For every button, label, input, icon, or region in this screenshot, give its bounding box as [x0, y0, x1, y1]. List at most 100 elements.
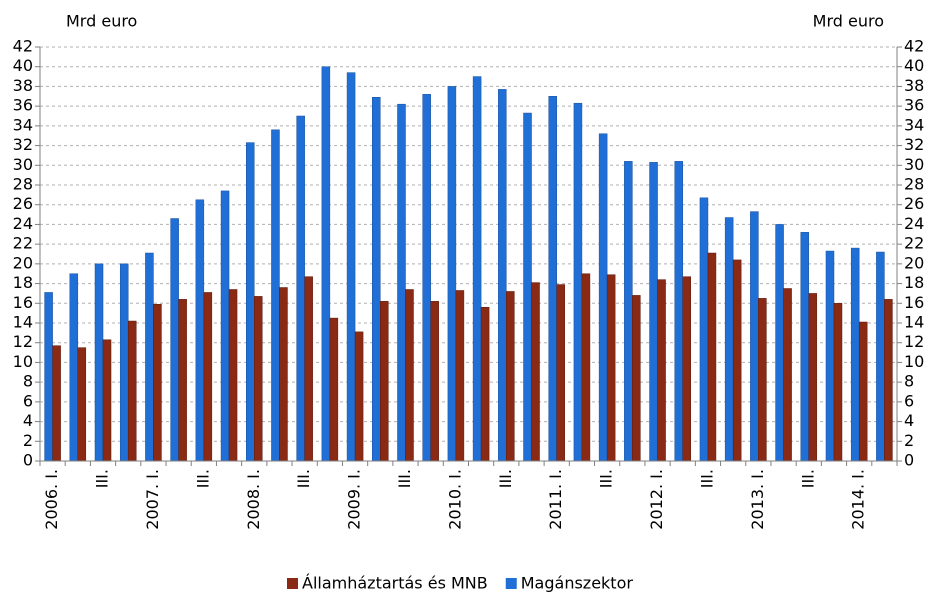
bar: [145, 252, 154, 462]
y2-tick-label: 36: [904, 96, 924, 115]
y2-tick-label: 22: [904, 234, 924, 253]
y2-tick-label: 10: [904, 352, 924, 371]
bar: [380, 301, 389, 462]
x-tick-label: 2010. I.: [445, 469, 464, 530]
y-tick-label: 32: [13, 135, 33, 154]
bar: [69, 273, 79, 462]
y2-tick-label: 4: [904, 411, 914, 430]
bar: [372, 97, 381, 462]
bar: [321, 66, 331, 462]
bar: [556, 284, 565, 462]
y-tick-label: 38: [13, 76, 33, 95]
x-tick-label: 2011. I.: [546, 469, 565, 530]
bar: [573, 102, 583, 462]
bar: [246, 142, 255, 462]
y-tick-label: 40: [13, 56, 33, 75]
bar: [430, 301, 439, 462]
y-tick-label: 36: [13, 96, 33, 115]
bar: [127, 320, 137, 462]
y2-tick-label: 18: [904, 273, 924, 292]
bar: [203, 292, 213, 462]
y2-tick-label: 42: [904, 37, 924, 56]
y-tick-label: 22: [13, 234, 33, 253]
bar: [724, 217, 734, 462]
y-tick-label: 20: [13, 253, 33, 272]
x-tick-label: III.: [798, 469, 817, 488]
y-tick-label: 24: [13, 214, 33, 233]
bar: [220, 190, 230, 462]
bar: [178, 299, 187, 462]
legend-label: Magánszektor: [521, 574, 634, 593]
bar: [775, 224, 784, 462]
x-tick-label: III.: [597, 469, 616, 488]
bar: [581, 273, 591, 462]
bar: [346, 72, 356, 462]
y-tick-label: 10: [13, 352, 33, 371]
bar: [750, 211, 759, 462]
y2-tick-label: 14: [904, 313, 924, 332]
x-tick-label: III.: [193, 469, 212, 488]
bar: [153, 304, 162, 462]
bar: [876, 251, 885, 462]
bar: [228, 289, 238, 462]
y2-tick-label: 26: [904, 194, 924, 213]
bar: [850, 247, 860, 462]
y-tick-label: 4: [23, 411, 33, 430]
bar: [102, 339, 112, 462]
bar: [800, 232, 810, 462]
bar: [732, 259, 742, 462]
y-tick-label: 28: [13, 175, 33, 194]
y-tick-label: 30: [13, 155, 33, 174]
y2-tick-label: 30: [904, 155, 924, 174]
bar: [624, 161, 633, 462]
bar: [329, 317, 339, 462]
legend-label: Államháztartás és MNB: [302, 574, 488, 593]
x-tick-label: III.: [294, 469, 313, 488]
y-tick-label: 34: [13, 115, 33, 134]
x-tick-label: III.: [496, 469, 515, 488]
y2-tick-label: 28: [904, 175, 924, 194]
y2-tick-label: 32: [904, 135, 924, 154]
bar: [531, 282, 540, 462]
legend-swatch: [505, 578, 517, 589]
y2-tick-label: 16: [904, 293, 924, 312]
y2-tick-label: 38: [904, 76, 924, 95]
bar: [707, 252, 717, 462]
x-tick-label: III.: [93, 469, 112, 488]
y-unit-right: Mrd euro: [813, 12, 884, 31]
bar: [52, 345, 61, 462]
y2-tick-label: 34: [904, 115, 924, 134]
bar: [271, 129, 280, 462]
bar: [699, 197, 709, 462]
bar: [472, 76, 482, 462]
bar: [858, 321, 868, 462]
bar: [422, 94, 431, 462]
y-tick-label: 8: [23, 372, 33, 391]
y-tick-label: 14: [13, 313, 33, 332]
bar: [632, 295, 641, 462]
bar: [94, 263, 104, 462]
bar: [304, 276, 313, 462]
y2-tick-label: 8: [904, 372, 914, 391]
y2-tick-label: 24: [904, 214, 924, 233]
x-tick-label: 2008. I.: [244, 469, 263, 530]
bar: [397, 103, 406, 462]
bar: [825, 250, 835, 462]
bar: [758, 298, 767, 462]
y-tick-label: 18: [13, 273, 33, 292]
bar: [506, 291, 515, 462]
x-tick-label: 2009. I.: [345, 469, 364, 530]
y2-tick-label: 0: [904, 451, 914, 470]
y-unit-left: Mrd euro: [66, 12, 137, 31]
y-tick-label: 2: [23, 431, 33, 450]
bar: [44, 292, 53, 462]
bar: [279, 287, 288, 462]
bar: [447, 86, 457, 462]
y2-tick-label: 2: [904, 431, 914, 450]
bar: [657, 279, 666, 462]
y2-tick-label: 40: [904, 56, 924, 75]
y2-tick-label: 20: [904, 253, 924, 272]
x-tick-label: III.: [395, 469, 414, 488]
x-tick-label: III.: [697, 469, 716, 488]
y-tick-label: 26: [13, 194, 33, 213]
